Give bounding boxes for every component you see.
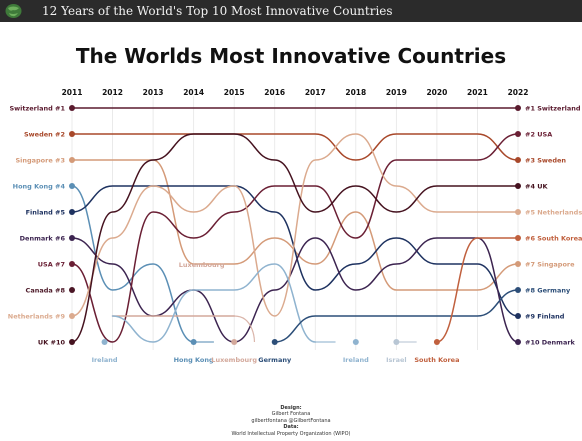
dot-start-uk	[69, 339, 75, 345]
right-label-8: #8 Germany	[525, 287, 571, 295]
year-label-2016: 2016	[264, 88, 285, 97]
dot-start-netherlands	[69, 313, 75, 319]
year-label-2015: 2015	[224, 88, 245, 97]
header-bar: 12 Years of the World's Top 10 Most Inno…	[0, 0, 582, 22]
dot-end-switzerland	[515, 105, 521, 111]
right-label-10: #10 Denmark	[525, 339, 576, 347]
dot-end-finland	[515, 313, 521, 319]
exit-label-0: Ireland	[92, 356, 118, 364]
footer-design-label: Design:	[280, 405, 302, 411]
footer-source: World Intellectual Property Organization…	[231, 430, 351, 437]
right-label-5: #5 Netherlands	[525, 209, 582, 217]
dot-end-usa	[515, 131, 521, 137]
year-label-2014: 2014	[183, 88, 204, 97]
dot-start-finland	[69, 209, 75, 215]
left-label-3: Singapore #3	[15, 157, 65, 165]
left-label-2: Sweden #2	[24, 131, 65, 139]
globe-icon	[5, 4, 22, 18]
dot-start-switzerland	[69, 105, 75, 111]
right-label-6: #6 South Korea	[525, 235, 582, 243]
left-label-9: Netherlands #9	[8, 313, 66, 321]
annotation-0: Luxembourg	[179, 261, 225, 269]
exit-dot-5	[393, 339, 400, 345]
exit-dot-1	[190, 339, 197, 345]
dot-end-sweden	[515, 157, 521, 163]
footer-data-label: Data:	[283, 424, 299, 431]
right-label-9: #9 Finland	[525, 313, 565, 321]
exit-dot-6	[433, 339, 440, 345]
series-line-ireland	[111, 263, 317, 343]
year-label-2019: 2019	[386, 88, 407, 97]
series-line-finland	[71, 185, 519, 317]
series-line-netherlands	[71, 133, 519, 317]
footer: Design: Gilbert Fontana gilbertfontana @…	[0, 405, 582, 437]
dot-start-hong-kong	[69, 183, 75, 189]
left-label-10: UK #10	[38, 339, 66, 347]
dot-start-singapore	[69, 157, 75, 163]
left-label-4: Hong Kong #4	[13, 183, 66, 191]
dot-start-canada	[69, 287, 75, 293]
series-line-uk	[71, 133, 519, 343]
right-label-3: #3 Sweden	[525, 157, 566, 165]
exit-label-3: Germany	[258, 356, 292, 364]
year-label-2021: 2021	[467, 88, 488, 97]
year-label-2022: 2022	[508, 88, 529, 97]
dot-start-sweden	[69, 131, 75, 137]
dot-end-netherlands	[515, 209, 521, 215]
exit-label-5: Israel	[386, 356, 407, 364]
exit-label-2: Luxembourg	[211, 356, 257, 364]
dot-end-uk	[515, 183, 521, 189]
year-label-2011: 2011	[62, 88, 83, 97]
left-label-1: Switzerland #1	[9, 105, 65, 113]
header-title: 12 Years of the World's Top 10 Most Inno…	[42, 4, 393, 18]
footer-designer: Gilbert Fontana	[271, 411, 311, 418]
dot-end-singapore	[515, 261, 521, 267]
year-label-2017: 2017	[305, 88, 326, 97]
chart-title: The Worlds Most Innovative Countries	[75, 44, 507, 68]
right-label-4: #4 UK	[525, 183, 549, 191]
right-label-2: #2 USA	[525, 131, 552, 139]
year-label-2012: 2012	[102, 88, 123, 97]
left-label-7: USA #7	[38, 261, 65, 269]
footer-handles: gilbertfontana @GilbertFontana	[251, 417, 331, 424]
series-line-south-korea	[436, 237, 519, 343]
dot-start-denmark	[69, 235, 75, 241]
dot-start-usa	[69, 261, 75, 267]
exit-label-4: Ireland	[343, 356, 369, 364]
exit-label-6: South Korea	[414, 356, 459, 364]
year-label-2013: 2013	[143, 88, 164, 97]
exit-label-1: Hong Kong	[174, 356, 214, 364]
series-line-sweden	[71, 133, 519, 161]
right-label-1: #1 Switzerland	[525, 105, 581, 113]
exit-dot-0	[101, 339, 108, 345]
left-label-8: Canada #8	[26, 287, 66, 295]
left-label-6: Denmark #6	[20, 235, 66, 243]
series-line-germany	[273, 289, 519, 343]
right-label-7: #7 Singapore	[525, 261, 575, 269]
series-exit-luxembourg	[234, 315, 256, 343]
dot-end-south-korea	[515, 235, 521, 241]
series-line-usa	[71, 133, 519, 343]
dot-end-denmark	[515, 339, 521, 345]
dot-end-germany	[515, 287, 521, 293]
left-label-5: Finland #5	[26, 209, 66, 217]
exit-dot-2	[231, 339, 238, 345]
year-label-2018: 2018	[345, 88, 366, 97]
series-line-hong-kong	[71, 185, 195, 343]
exit-dot-3	[271, 339, 278, 345]
year-label-2020: 2020	[426, 88, 447, 97]
exit-dot-4	[352, 339, 359, 345]
